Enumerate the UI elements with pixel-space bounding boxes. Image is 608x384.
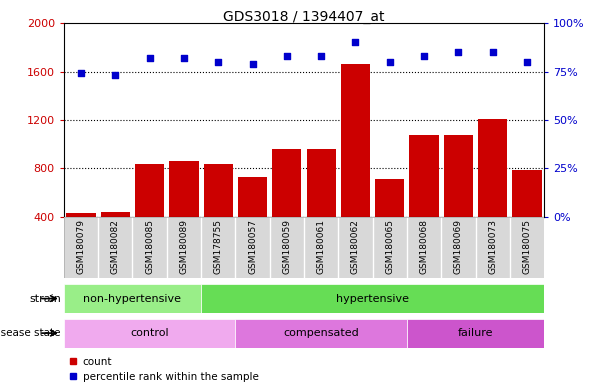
Point (213, 59, 223, 65)
Text: GSM180082: GSM180082 (111, 219, 120, 274)
Bar (204, 164, 233, 265)
Bar (407, 319, 544, 348)
Bar (513, 170, 542, 265)
Bar (410, 134, 438, 265)
Bar (407, 217, 441, 278)
Bar (235, 217, 270, 278)
Bar (238, 177, 267, 265)
Bar (201, 217, 235, 278)
Text: GSM180073: GSM180073 (488, 219, 497, 274)
Text: GSM180062: GSM180062 (351, 219, 360, 274)
Bar (98, 217, 133, 278)
Text: GSM180089: GSM180089 (179, 219, 188, 274)
Text: GSM180057: GSM180057 (248, 219, 257, 274)
Bar (64, 319, 235, 348)
Bar (201, 284, 544, 313)
Text: GSM180085: GSM180085 (145, 219, 154, 274)
Bar (64, 217, 98, 278)
Text: GSM180068: GSM180068 (420, 219, 429, 274)
Text: GSM180065: GSM180065 (385, 219, 394, 274)
Text: disease state: disease state (0, 328, 61, 338)
Text: strain: strain (29, 293, 61, 304)
Text: failure: failure (458, 328, 493, 338)
Text: GSM180061: GSM180061 (317, 219, 326, 274)
Point (247, 61, 257, 67)
Bar (478, 119, 507, 265)
Text: GSM180075: GSM180075 (522, 219, 531, 274)
Bar (373, 217, 407, 278)
Point (385, 59, 395, 65)
Bar (235, 319, 407, 348)
Text: non-hypertensive: non-hypertensive (83, 293, 181, 304)
Bar (272, 149, 302, 265)
Bar (270, 217, 304, 278)
Point (522, 59, 532, 65)
Point (316, 53, 326, 59)
Bar (338, 217, 373, 278)
Bar (306, 149, 336, 265)
Bar (341, 64, 370, 265)
Bar (444, 134, 473, 265)
Bar (375, 179, 404, 265)
Point (111, 72, 120, 78)
Bar (167, 217, 201, 278)
Bar (101, 212, 130, 265)
Point (419, 53, 429, 59)
Point (76, 70, 86, 76)
Bar (64, 284, 201, 313)
Bar (170, 161, 198, 265)
Point (282, 53, 292, 59)
Text: control: control (130, 328, 169, 338)
Bar (304, 217, 338, 278)
Point (454, 49, 463, 55)
Text: GSM180059: GSM180059 (282, 219, 291, 274)
Point (145, 55, 154, 61)
Bar (135, 164, 164, 265)
Point (488, 49, 497, 55)
Text: GSM178755: GSM178755 (214, 219, 223, 274)
Point (351, 40, 361, 46)
Bar (510, 217, 544, 278)
Bar (66, 214, 95, 265)
Text: GSM180069: GSM180069 (454, 219, 463, 274)
Text: hypertensive: hypertensive (336, 293, 409, 304)
Point (179, 55, 188, 61)
Bar (133, 217, 167, 278)
Bar (475, 217, 510, 278)
Text: compensated: compensated (283, 328, 359, 338)
Text: GSM180079: GSM180079 (77, 219, 86, 274)
Legend: count, percentile rank within the sample: count, percentile rank within the sample (69, 357, 258, 382)
Text: GDS3018 / 1394407_at: GDS3018 / 1394407_at (223, 10, 385, 23)
Bar (441, 217, 475, 278)
